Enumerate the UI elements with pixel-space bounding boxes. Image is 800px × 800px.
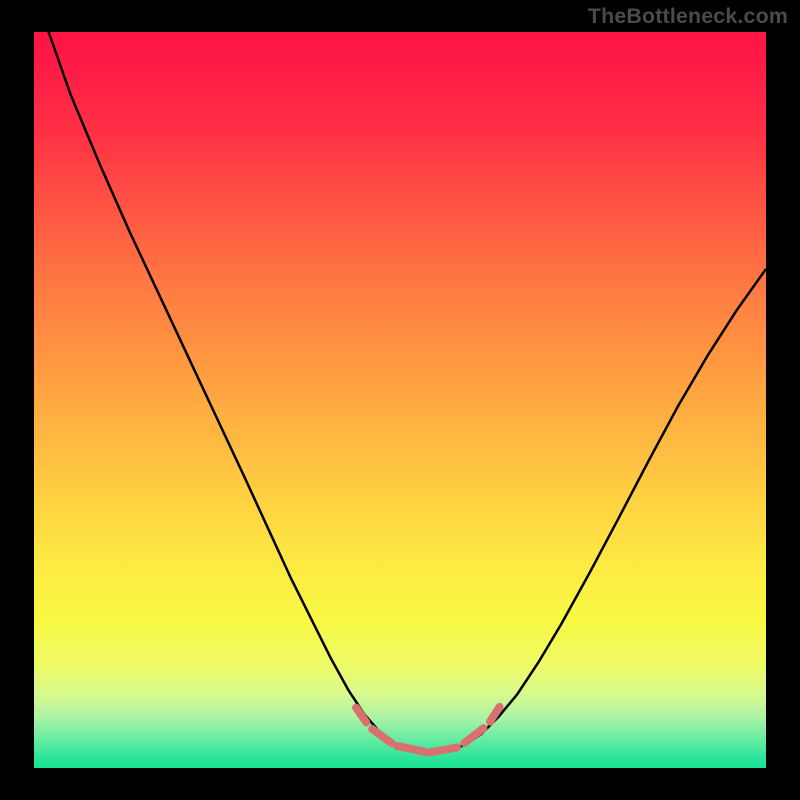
stage: TheBottleneck.com: [0, 0, 800, 800]
heat-gradient-panel: [34, 32, 766, 768]
bottleneck-chart: [0, 0, 800, 800]
